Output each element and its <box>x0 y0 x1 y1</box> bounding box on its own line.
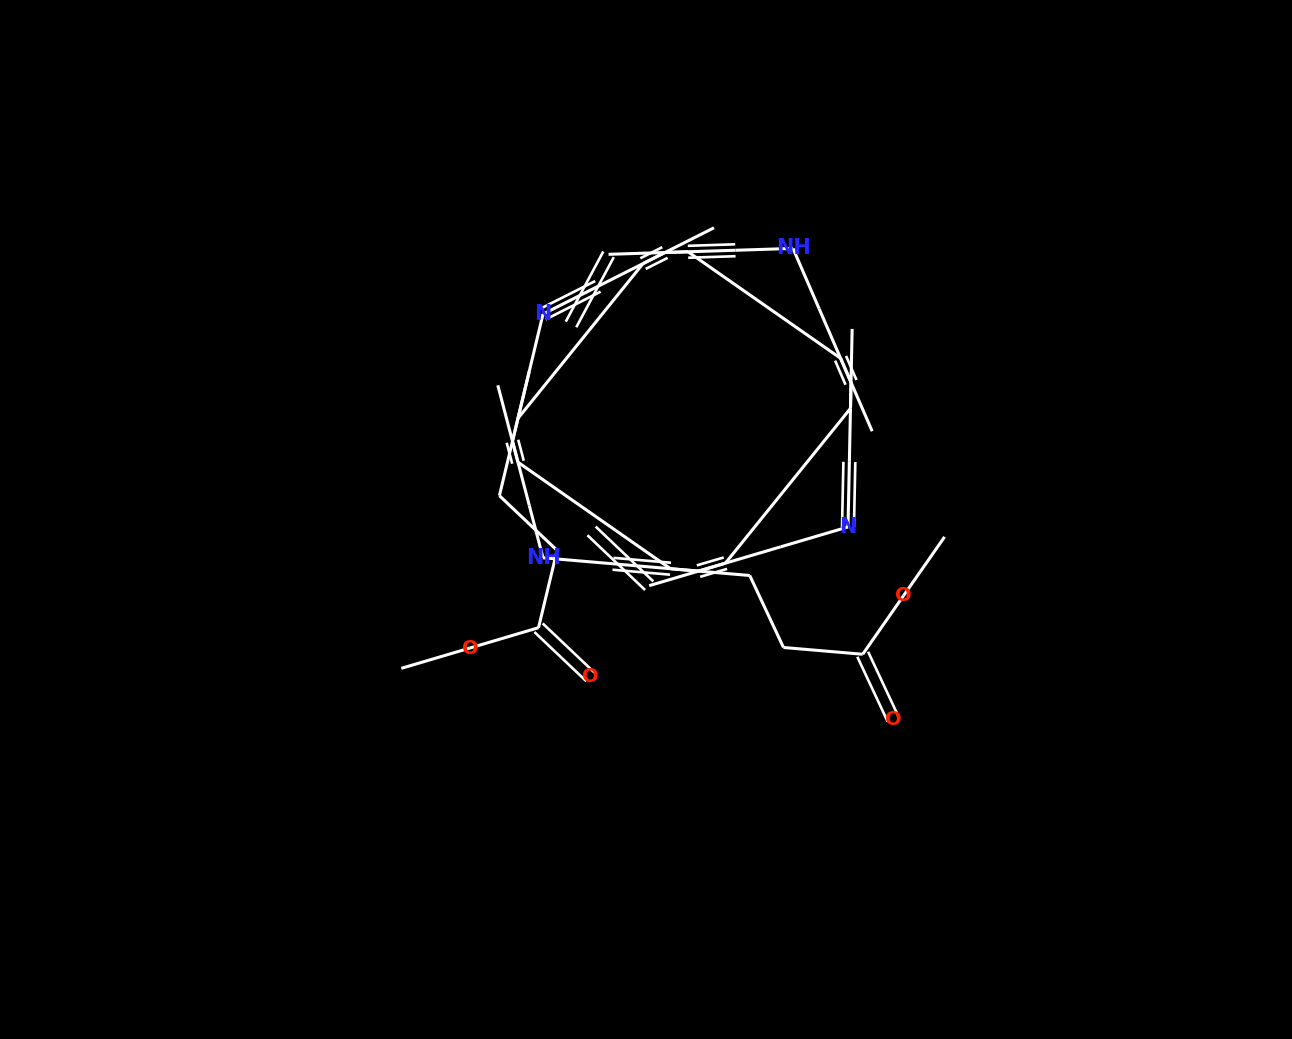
Text: N: N <box>840 517 857 537</box>
Text: O: O <box>461 639 478 658</box>
Text: NH: NH <box>775 238 810 259</box>
Text: O: O <box>583 667 598 687</box>
Text: NH: NH <box>526 548 561 567</box>
Text: O: O <box>885 710 902 728</box>
Text: N: N <box>535 304 552 324</box>
Text: O: O <box>895 586 912 605</box>
